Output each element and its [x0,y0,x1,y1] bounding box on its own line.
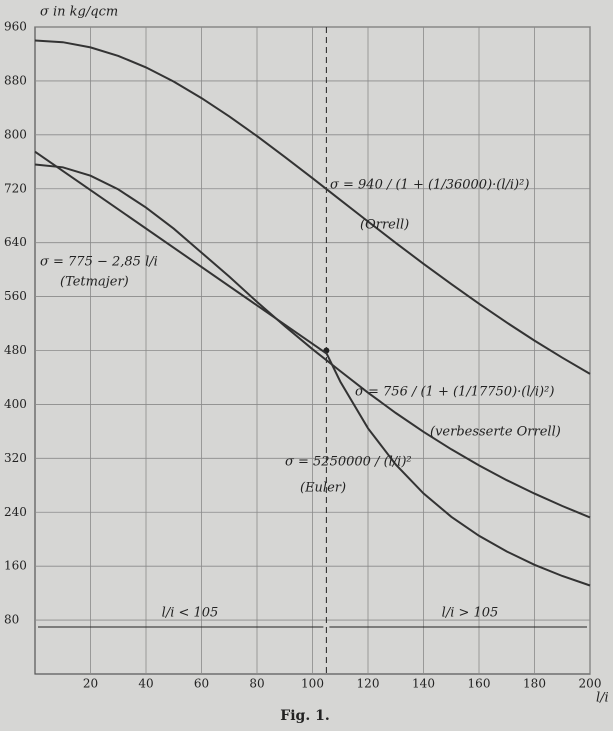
series-line [325,352,591,587]
y-tick-label: 240 [4,505,27,519]
y-tick-label: 960 [4,20,27,34]
caption: Fig. 1. [280,708,329,724]
x-tick-label: 140 [412,677,435,691]
y-tick-label: 720 [4,181,27,195]
x-tick-label: 120 [357,677,380,691]
series-line [34,39,591,375]
region-label: l/i > 105 [442,606,499,621]
y-tick-label: 560 [4,289,27,303]
y-tick-label: 880 [4,73,27,87]
y-tick-label: 640 [4,235,27,249]
y-axis-label: σ in kg/qcm [40,5,118,20]
formula-label: σ = 5250000 / (l/i)² [285,455,412,470]
series-label: (Tetmajer) [60,275,129,290]
y-tick-label: 400 [4,397,27,411]
x-tick-label: 200 [579,677,602,691]
x-tick-label: 40 [138,677,153,691]
series-label: (verbesserte Orrell) [430,425,561,440]
x-tick-label: 180 [523,677,546,691]
x-tick-label: 60 [194,677,209,691]
region-label: l/i < 105 [162,606,219,621]
formula-label: σ = 940 / (1 + (1/36000)·(l/i)²) [330,178,529,193]
series-line [34,163,591,519]
y-tick-label: 80 [4,613,19,627]
formula-label: σ = 775 − 2,85 l/i [40,255,158,270]
series-label: (Euler) [300,481,346,496]
x-axis-label: l/i [596,691,609,706]
formula-label: σ = 756 / (1 + (1/17750)·(l/i)²) [355,385,554,400]
x-tick-label: 80 [249,677,264,691]
x-tick-label: 20 [83,677,98,691]
series-label: (Orrell) [360,218,409,233]
y-tick-label: 320 [4,451,27,465]
x-tick-label: 100 [301,677,324,691]
y-tick-label: 480 [4,343,27,357]
y-tick-label: 160 [4,559,27,573]
y-tick-label: 800 [4,127,27,141]
x-tick-label: 160 [468,677,491,691]
